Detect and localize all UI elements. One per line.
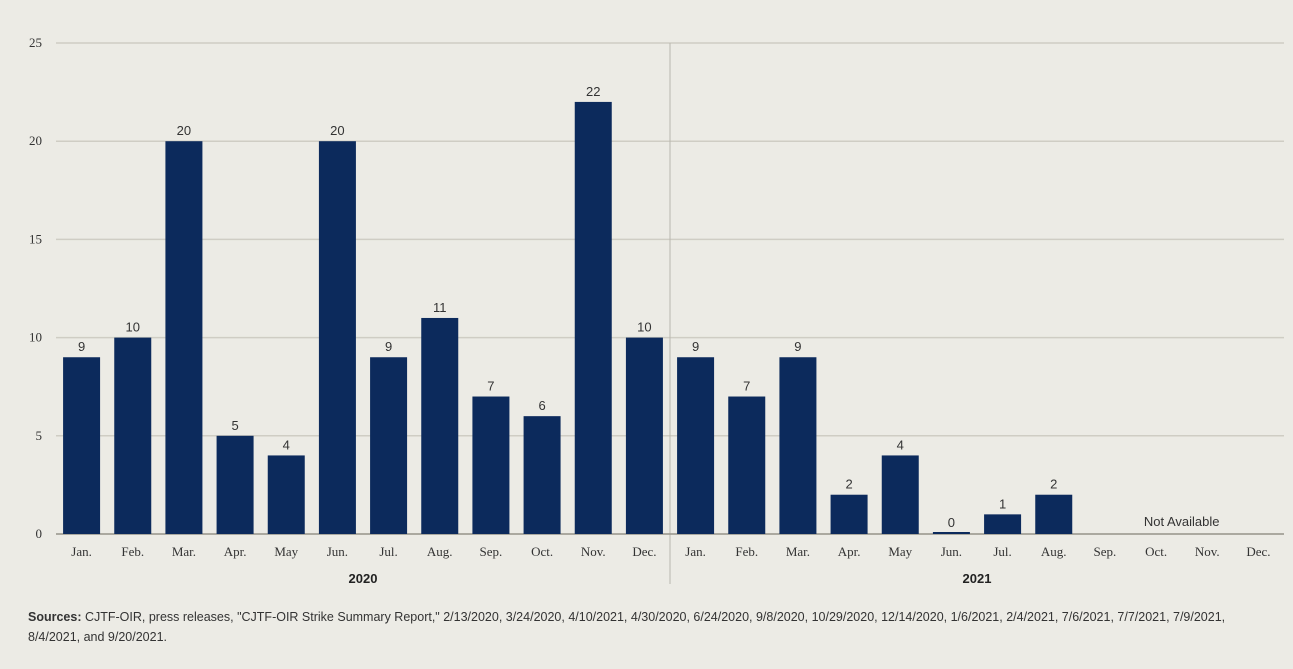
bar xyxy=(625,337,663,534)
data-label: 20 xyxy=(177,123,191,138)
source-text: CJTF-OIR, press releases, "CJTF-OIR Stri… xyxy=(28,610,1226,644)
y-tick-label: 10 xyxy=(29,330,42,345)
x-tick-label: Jun. xyxy=(327,544,348,559)
bar xyxy=(728,396,766,534)
x-tick-label: May xyxy=(888,544,912,559)
data-label: 9 xyxy=(794,339,801,354)
labels: 0 5 10 15 20 25 9 10 20 5 4 20 9 11 7 6 22 10 9 7 9 2 4 0 1 2 Jan.… xyxy=(29,35,1271,586)
grid-lines xyxy=(56,42,1284,584)
bar xyxy=(318,141,356,534)
x-tick-label: Aug. xyxy=(427,544,453,559)
x-tick-label: Mar. xyxy=(172,544,196,559)
x-tick-label: Oct. xyxy=(531,544,553,559)
data-label: 5 xyxy=(231,418,238,433)
data-label: 9 xyxy=(78,339,85,354)
bar xyxy=(830,494,868,534)
data-label: 6 xyxy=(538,398,545,413)
bar xyxy=(370,357,408,534)
x-tick-label: Dec. xyxy=(632,544,656,559)
bar xyxy=(63,357,101,534)
data-label: 10 xyxy=(637,320,651,335)
x-tick-label: Dec. xyxy=(1246,544,1270,559)
data-label: 20 xyxy=(330,123,344,138)
x-tick-label: Apr. xyxy=(224,544,247,559)
data-label: 4 xyxy=(283,437,290,452)
x-tick-label: Nov. xyxy=(1195,544,1220,559)
x-tick-label: Jan. xyxy=(685,544,706,559)
y-tick-label: 20 xyxy=(29,133,42,148)
y-tick-label: 15 xyxy=(29,231,42,246)
x-tick-label: Jun. xyxy=(941,544,962,559)
bars xyxy=(63,101,1073,535)
x-tick-label: Sep. xyxy=(1094,544,1117,559)
x-tick-label: Mar. xyxy=(786,544,810,559)
x-tick-label: Jul. xyxy=(993,544,1011,559)
year-label: 2021 xyxy=(963,571,992,586)
bar xyxy=(216,435,254,534)
y-tick-label: 5 xyxy=(36,428,43,443)
bar xyxy=(574,101,612,535)
bar xyxy=(421,317,459,534)
x-tick-label: May xyxy=(274,544,298,559)
data-label: 7 xyxy=(487,379,494,394)
data-label: 9 xyxy=(385,339,392,354)
data-label: 10 xyxy=(126,320,140,335)
data-label: 7 xyxy=(743,379,750,394)
x-tick-label: Jul. xyxy=(379,544,397,559)
bar xyxy=(267,455,305,534)
x-tick-label: Aug. xyxy=(1041,544,1067,559)
data-label: 2 xyxy=(1050,477,1057,492)
bar-chart: 0 5 10 15 20 25 9 10 20 5 4 20 9 11 7 6 22 10 9 7 9 2 4 0 1 2 Jan.… xyxy=(29,35,1284,586)
bar xyxy=(472,396,510,534)
bar xyxy=(114,337,152,534)
data-label: 1 xyxy=(999,496,1006,511)
bar xyxy=(677,357,715,534)
y-tick-label: 25 xyxy=(29,35,42,50)
bar xyxy=(1035,494,1073,534)
year-label: 2020 xyxy=(349,571,378,586)
bar xyxy=(165,141,203,534)
data-label: 11 xyxy=(433,300,447,315)
data-label: 9 xyxy=(692,339,699,354)
data-label: 2 xyxy=(845,477,852,492)
bar xyxy=(779,357,817,534)
bar xyxy=(984,514,1022,534)
bar xyxy=(881,455,919,534)
not-available-annotation: Not Available xyxy=(1144,514,1220,529)
x-tick-label: Apr. xyxy=(838,544,861,559)
source-lead: Sources: xyxy=(28,610,82,624)
y-tick-label: 0 xyxy=(36,526,43,541)
x-tick-label: Jan. xyxy=(71,544,92,559)
bar xyxy=(523,416,561,534)
data-label: 22 xyxy=(586,84,600,99)
data-label: 0 xyxy=(948,515,955,530)
x-tick-label: Sep. xyxy=(480,544,503,559)
data-label: 4 xyxy=(897,437,904,452)
source-note: Sources: CJTF-OIR, press releases, "CJTF… xyxy=(28,607,1273,647)
x-tick-label: Feb. xyxy=(121,544,144,559)
x-tick-label: Oct. xyxy=(1145,544,1167,559)
x-tick-label: Nov. xyxy=(581,544,606,559)
x-tick-label: Feb. xyxy=(735,544,758,559)
